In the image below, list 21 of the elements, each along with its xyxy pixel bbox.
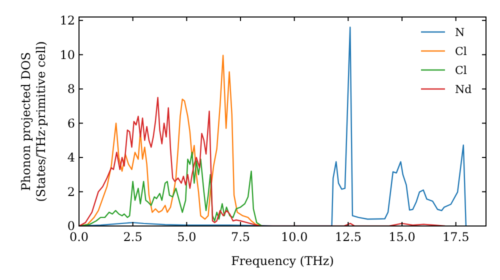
x-tick-label: 5.0 [177,230,196,244]
x-tick-label: 12.5 [334,230,362,244]
legend-label: N [455,26,465,39]
y-axis-title: Phonon projected DOS (States/THz·primitive cell) [19,41,48,202]
y-tick-label: 10 [60,48,75,62]
x-tick-label: 10.0 [280,230,308,244]
legend-label: Nd [455,82,472,96]
x-axis-title: Frequency (THz) [231,254,334,268]
x-tick-label: 7.5 [230,230,250,244]
x-tick-label: 17.5 [442,230,470,244]
y-tick-label: 8 [67,82,75,96]
line-series [79,152,263,226]
y-tick-label: 6 [67,116,75,130]
y-tick-label: 4 [67,150,76,165]
x-tick-label: 2.5 [123,230,142,244]
x-tick-label: 15.0 [388,230,416,244]
y-tick-label: 2 [67,184,75,199]
legend-label: Cl [455,64,468,77]
line-series [79,96,446,226]
y-tick-label: 12 [60,14,75,28]
legend-label: Cl [455,44,468,58]
